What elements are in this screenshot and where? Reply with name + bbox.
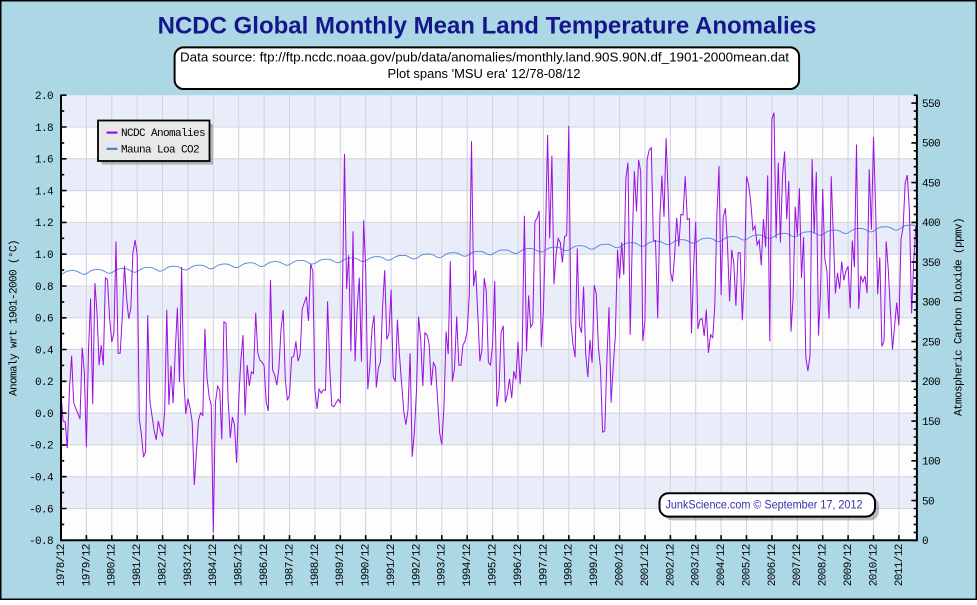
svg-text:1992/12: 1992/12: [411, 544, 423, 586]
svg-text:0.8: 0.8: [35, 282, 53, 294]
svg-text:1.0: 1.0: [35, 250, 53, 262]
svg-text:1979/12: 1979/12: [81, 544, 93, 586]
svg-text:Data source: ftp://ftp.ncdc.no: Data source: ftp://ftp.ncdc.noaa.gov/pub…: [180, 51, 790, 65]
svg-text:1.6: 1.6: [35, 155, 53, 167]
svg-text:1989/12: 1989/12: [335, 544, 347, 586]
svg-text:JunkScience.com © September 17: JunkScience.com © September 17, 2012: [666, 498, 863, 512]
svg-text:1991/12: 1991/12: [386, 544, 398, 586]
svg-text:350: 350: [922, 258, 940, 270]
svg-text:1.4: 1.4: [35, 186, 54, 198]
svg-text:500: 500: [922, 139, 940, 151]
svg-text:2005/12: 2005/12: [741, 544, 753, 586]
svg-text:1999/12: 1999/12: [589, 544, 601, 586]
svg-text:2000/12: 2000/12: [615, 544, 627, 586]
svg-text:Anomaly wrt 1901-2000 (°C): Anomaly wrt 1901-2000 (°C): [9, 240, 21, 396]
svg-text:300: 300: [922, 298, 940, 310]
svg-text:2.0: 2.0: [35, 91, 53, 103]
svg-text:Plot spans 'MSU era' 12/78-08/: Plot spans 'MSU era' 12/78-08/12: [388, 67, 581, 81]
svg-text:-0.4: -0.4: [29, 473, 54, 485]
svg-text:1993/12: 1993/12: [437, 544, 449, 586]
svg-text:-0.8: -0.8: [29, 536, 53, 548]
svg-text:1985/12: 1985/12: [234, 544, 246, 586]
svg-text:1994/12: 1994/12: [462, 544, 474, 586]
svg-text:-0.6: -0.6: [29, 504, 53, 516]
svg-text:1995/12: 1995/12: [488, 544, 500, 586]
svg-text:1987/12: 1987/12: [284, 544, 296, 586]
svg-text:1984/12: 1984/12: [208, 544, 220, 586]
svg-text:200: 200: [922, 377, 940, 389]
svg-text:1990/12: 1990/12: [361, 544, 373, 586]
svg-text:NCDC Global Monthly Mean Land: NCDC Global Monthly Mean Land Temperatur…: [158, 13, 817, 40]
svg-text:0.0: 0.0: [35, 409, 53, 421]
svg-text:1978/12: 1978/12: [56, 544, 68, 586]
svg-text:1983/12: 1983/12: [183, 544, 195, 586]
svg-text:2011/12: 2011/12: [894, 544, 906, 586]
svg-text:2006/12: 2006/12: [767, 544, 779, 586]
svg-text:2010/12: 2010/12: [868, 544, 880, 586]
svg-text:1981/12: 1981/12: [132, 544, 144, 586]
svg-text:2003/12: 2003/12: [691, 544, 703, 586]
svg-text:2007/12: 2007/12: [792, 544, 804, 586]
svg-text:Atmospheric Carbon Dioxide (pp: Atmospheric Carbon Dioxide (ppmv): [954, 218, 966, 416]
svg-text:1988/12: 1988/12: [310, 544, 322, 586]
svg-text:250: 250: [922, 337, 940, 349]
svg-text:NCDC Anomalies: NCDC Anomalies: [121, 128, 205, 140]
svg-text:0.4: 0.4: [35, 345, 54, 357]
svg-text:Mauna Loa CO2: Mauna Loa CO2: [121, 144, 199, 156]
svg-text:50: 50: [922, 496, 934, 508]
svg-text:1.2: 1.2: [35, 218, 53, 230]
svg-text:550: 550: [922, 99, 940, 111]
svg-text:1996/12: 1996/12: [513, 544, 525, 586]
svg-text:400: 400: [922, 218, 940, 230]
svg-text:1986/12: 1986/12: [259, 544, 271, 586]
svg-text:1.8: 1.8: [35, 123, 53, 135]
svg-text:0.2: 0.2: [35, 377, 53, 389]
svg-text:2004/12: 2004/12: [716, 544, 728, 586]
svg-text:1998/12: 1998/12: [564, 544, 576, 586]
svg-text:0: 0: [922, 536, 928, 548]
svg-text:1997/12: 1997/12: [538, 544, 550, 586]
svg-text:150: 150: [922, 417, 940, 429]
svg-text:450: 450: [922, 178, 940, 190]
svg-text:1980/12: 1980/12: [107, 544, 119, 586]
svg-text:2002/12: 2002/12: [665, 544, 677, 586]
svg-text:2009/12: 2009/12: [843, 544, 855, 586]
svg-text:0.6: 0.6: [35, 314, 53, 326]
svg-text:2008/12: 2008/12: [818, 544, 830, 586]
svg-text:100: 100: [922, 457, 940, 469]
svg-text:-0.2: -0.2: [29, 441, 53, 453]
svg-text:1982/12: 1982/12: [158, 544, 170, 586]
svg-text:2001/12: 2001/12: [640, 544, 652, 586]
